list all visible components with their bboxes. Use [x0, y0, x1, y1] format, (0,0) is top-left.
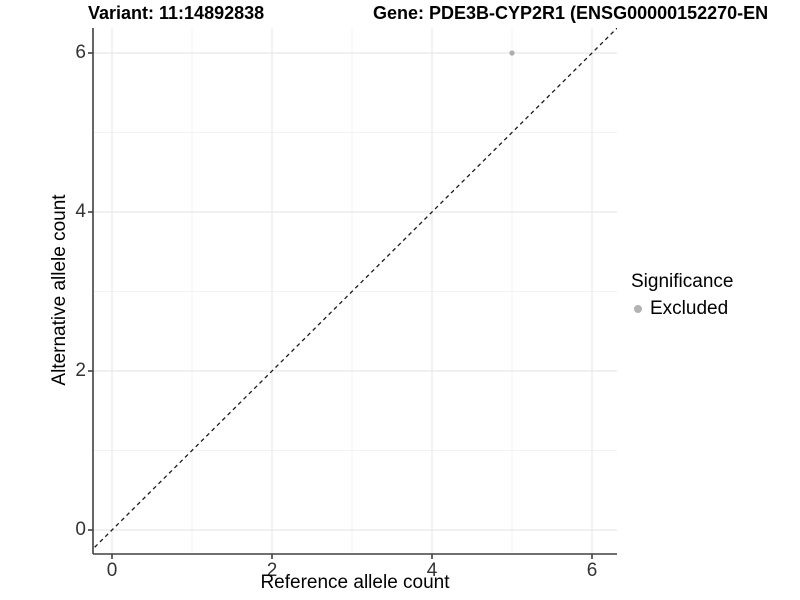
legend-item-excluded: Excluded — [631, 298, 733, 320]
data-point — [509, 50, 515, 56]
legend-item-label: Excluded — [650, 298, 729, 319]
y-tick-label: 6 — [75, 42, 86, 63]
legend-key-box — [631, 302, 645, 316]
plot-title-variant: Variant: 11:14892838 — [88, 3, 265, 23]
identity-dashed-line — [93, 28, 617, 550]
excluded-point-icon — [634, 305, 642, 313]
x-axis-title: Reference allele count — [260, 572, 450, 593]
y-axis-title: Alternative allele count — [49, 194, 70, 386]
legend-title: Significance — [631, 271, 734, 292]
y-tick-label: 0 — [75, 519, 86, 540]
x-tick-label: 6 — [586, 560, 598, 581]
plot-title-gene: Gene: PDE3B-CYP2R1 (ENSG00000152270-EN — [373, 3, 769, 23]
x-tick-label: 4 — [426, 560, 438, 581]
y-tick-label: 2 — [75, 360, 86, 381]
legend: Significance Excluded — [631, 271, 733, 320]
x-tick-label: 0 — [106, 560, 118, 581]
x-tick-label: 2 — [266, 560, 278, 581]
y-tick-label: 4 — [75, 201, 86, 222]
